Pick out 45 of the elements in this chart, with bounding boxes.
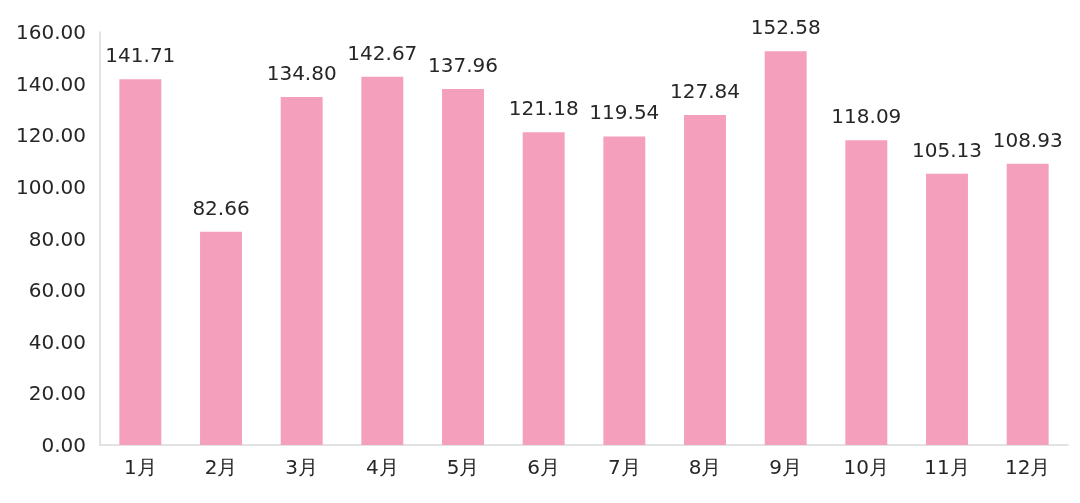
x-tick-label: 9月 [769, 455, 803, 479]
y-tick-label: 20.00 [28, 381, 86, 406]
bar [522, 132, 565, 445]
x-tick-label: 2月 [204, 455, 238, 479]
data-label: 142.67 [347, 40, 418, 65]
data-label: 121.18 [508, 96, 579, 121]
data-label: 108.93 [992, 127, 1063, 152]
x-tick-label: 5月 [446, 455, 480, 479]
bar [764, 51, 807, 445]
x-tick-label: 8月 [688, 455, 722, 479]
x-tick-label: 3月 [285, 455, 319, 479]
y-tick-label: 120.00 [16, 123, 86, 148]
y-tick-label: 60.00 [28, 278, 86, 303]
bar [200, 231, 242, 445]
x-tick-label: 11月 [924, 455, 970, 479]
bar [845, 140, 888, 445]
y-tick-label: 140.00 [16, 71, 86, 96]
x-tick-label: 6月 [527, 455, 561, 479]
data-label: 82.66 [192, 195, 250, 220]
bar [684, 115, 726, 445]
bar [119, 79, 162, 445]
data-label: 134.80 [266, 61, 337, 86]
y-tick-label: 0.00 [41, 433, 86, 457]
y-tick-label: 40.00 [28, 329, 86, 354]
x-tick-label: 7月 [607, 455, 641, 479]
bar [926, 173, 968, 445]
data-label: 137.96 [428, 52, 498, 77]
data-label: 152.58 [750, 15, 821, 40]
x-tick-label: 10月 [843, 455, 890, 479]
x-tick-label: 4月 [365, 455, 399, 479]
data-label: 118.09 [831, 104, 902, 129]
bar [280, 97, 323, 445]
bar [361, 76, 404, 445]
bar [603, 136, 646, 445]
data-label: 105.13 [912, 137, 982, 162]
x-tick-label: 1月 [123, 455, 157, 479]
data-label: 141.71 [105, 43, 176, 68]
bar [442, 88, 484, 445]
data-label: 127.84 [670, 79, 740, 104]
x-tick-label: 12月 [1004, 455, 1051, 479]
data-label: 119.54 [589, 100, 660, 125]
y-tick-label: 80.00 [28, 226, 86, 251]
y-tick-label: 100.00 [16, 174, 86, 199]
bar [1006, 163, 1049, 445]
y-tick-label: 160.00 [16, 20, 86, 44]
